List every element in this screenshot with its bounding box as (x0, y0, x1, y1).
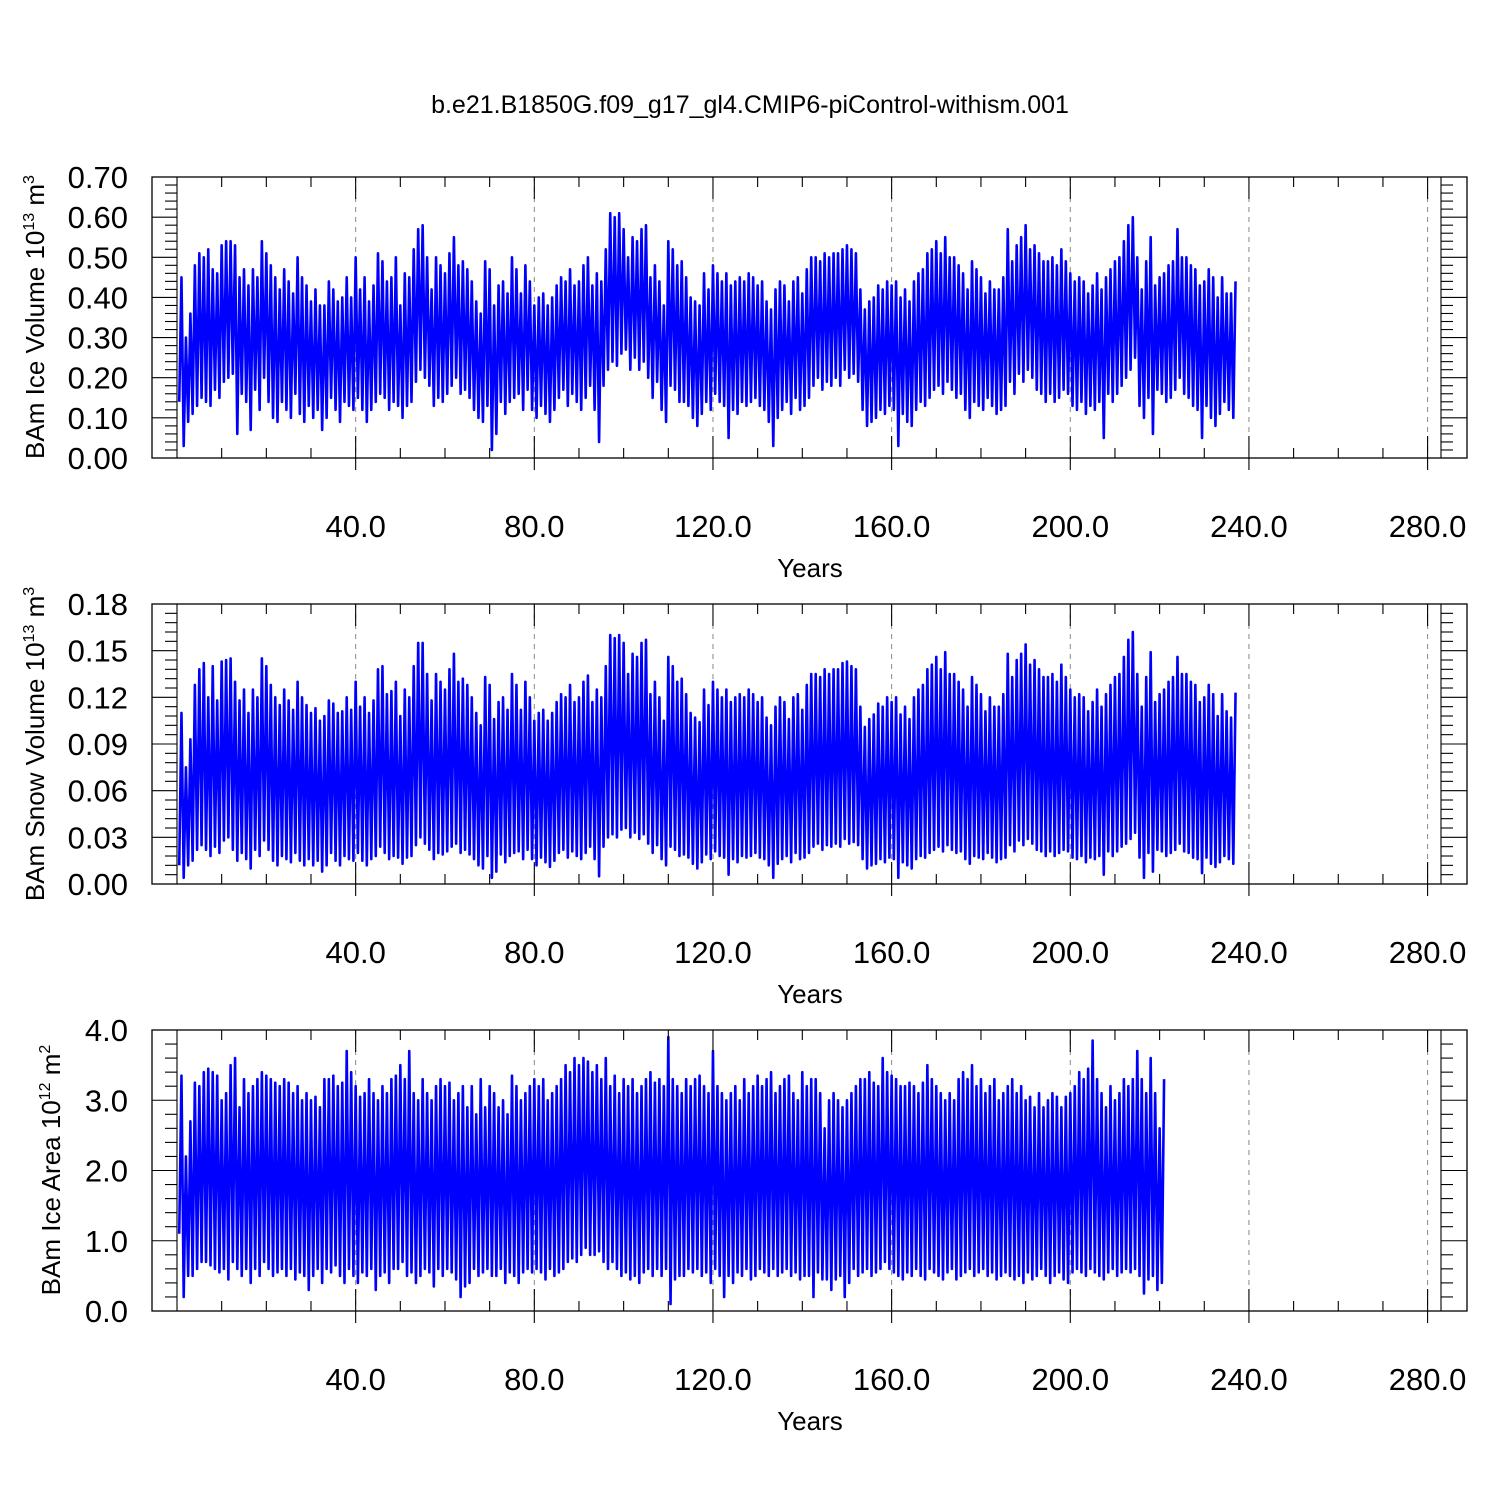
y-axis-label-exponent: 13 (21, 625, 38, 643)
x-tick-label: 200.0 (1031, 1362, 1109, 1397)
y-axis-label: BAm Ice Volume 1013 m3 (20, 175, 50, 459)
y-axis-label-exponent: 12 (37, 1082, 54, 1100)
x-tick-label: 40.0 (325, 1362, 385, 1397)
series-line (177, 630, 1237, 880)
y-tick-label: 0.50 (68, 240, 128, 275)
y-tick-label: 1.0 (85, 1224, 128, 1259)
y-axis-label-text: BAm Ice Volume 10 (20, 231, 50, 459)
x-tick-label: 120.0 (674, 1362, 752, 1397)
y-tick-label: 0.70 (68, 160, 128, 195)
y-axis-label-exponent: 13 (21, 213, 38, 231)
y-axis-label-unit: m (36, 1054, 66, 1083)
x-tick-label: 280.0 (1389, 1362, 1467, 1397)
y-axis-label: BAm Snow Volume 1013 m3 (20, 587, 50, 901)
y-tick-label: 0.15 (68, 634, 128, 669)
x-axis-label: Years (777, 979, 843, 1009)
x-tick-label: 160.0 (853, 1362, 931, 1397)
x-tick-label: 40.0 (325, 509, 385, 544)
panel-snow-volume-plot: 40.0 80.0 120.0 160.0 200.0 240.0 280.0 0.00 0.0… (68, 587, 1468, 970)
y-tick-label: 0.30 (68, 321, 128, 356)
y-tick-label: 0.60 (68, 200, 128, 235)
y-tick-label: 0.09 (68, 727, 128, 762)
y-tick-label: 0.06 (68, 774, 128, 809)
x-tick-label: 240.0 (1210, 1362, 1288, 1397)
x-tick-label: 80.0 (504, 935, 564, 970)
y-axis-label-unit: m (20, 184, 50, 213)
x-tick-label: 80.0 (504, 509, 564, 544)
y-tick-label: 0.18 (68, 587, 128, 622)
x-tick-label: 160.0 (853, 935, 931, 970)
x-tick-label: 200.0 (1031, 935, 1109, 970)
x-tick-label: 80.0 (504, 1362, 564, 1397)
panel-snow-volume: 40.0 80.0 120.0 160.0 200.0 240.0 280.0 0.00 0.0… (20, 587, 1468, 1009)
y-tick-label: 0.00 (68, 867, 128, 902)
x-tick-label: 280.0 (1389, 935, 1467, 970)
y-tick-label: 2.0 (85, 1154, 128, 1189)
panel-ice-volume-plot: 40.0 80.0 120.0 160.0 200.0 240.0 280.0 0.00 0.1… (68, 160, 1468, 544)
x-tick-label: 160.0 (853, 509, 931, 544)
y-tick-label: 3.0 (85, 1083, 128, 1118)
y-tick-label: 0.00 (68, 441, 128, 476)
y-axis-label-text: BAm Snow Volume 10 (20, 642, 50, 901)
y-tick-label: 4.0 (85, 1013, 128, 1048)
y-axis-label-text: BAm Ice Area 10 (36, 1100, 66, 1295)
x-axis-label: Years (777, 553, 843, 583)
panel-ice-area: 40.0 80.0 120.0 160.0 200.0 240.0 280.0 0.0 1.0 2… (36, 1013, 1468, 1436)
x-tick-label: 240.0 (1210, 509, 1288, 544)
y-tick-label: 0.20 (68, 361, 128, 396)
y-axis-label-unit-exponent: 3 (21, 175, 38, 184)
y-tick-label: 0.0 (85, 1294, 128, 1329)
plot-frame (151, 176, 1468, 459)
y-axis-label: BAm Ice Area 1012 m2 (36, 1045, 66, 1296)
x-tick-label: 120.0 (674, 935, 752, 970)
figure-title: b.e21.B1850G.f09_g17_gl4.CMIP6-piControl… (431, 91, 1069, 119)
x-axis-label: Years (777, 1406, 843, 1436)
y-tick-label: 0.12 (68, 680, 128, 715)
y-tick-label: 0.03 (68, 820, 128, 855)
x-tick-label: 280.0 (1389, 509, 1467, 544)
series-line (177, 1035, 1166, 1306)
x-tick-label: 200.0 (1031, 509, 1109, 544)
x-tick-label: 240.0 (1210, 935, 1288, 970)
x-tick-label: 40.0 (325, 935, 385, 970)
x-tick-label: 120.0 (674, 509, 752, 544)
y-axis-label-unit-exponent: 3 (21, 587, 38, 596)
panel-ice-volume: 40.0 80.0 120.0 160.0 200.0 240.0 280.0 0.00 0.1… (20, 160, 1468, 583)
y-tick-label: 0.10 (68, 401, 128, 436)
y-axis-label-unit-exponent: 2 (37, 1045, 54, 1054)
y-tick-label: 0.40 (68, 280, 128, 315)
series-line (177, 211, 1237, 452)
y-axis-label-unit: m (20, 596, 50, 625)
panel-ice-area-plot: 40.0 80.0 120.0 160.0 200.0 240.0 280.0 0.0 1.0 2… (85, 1013, 1468, 1397)
